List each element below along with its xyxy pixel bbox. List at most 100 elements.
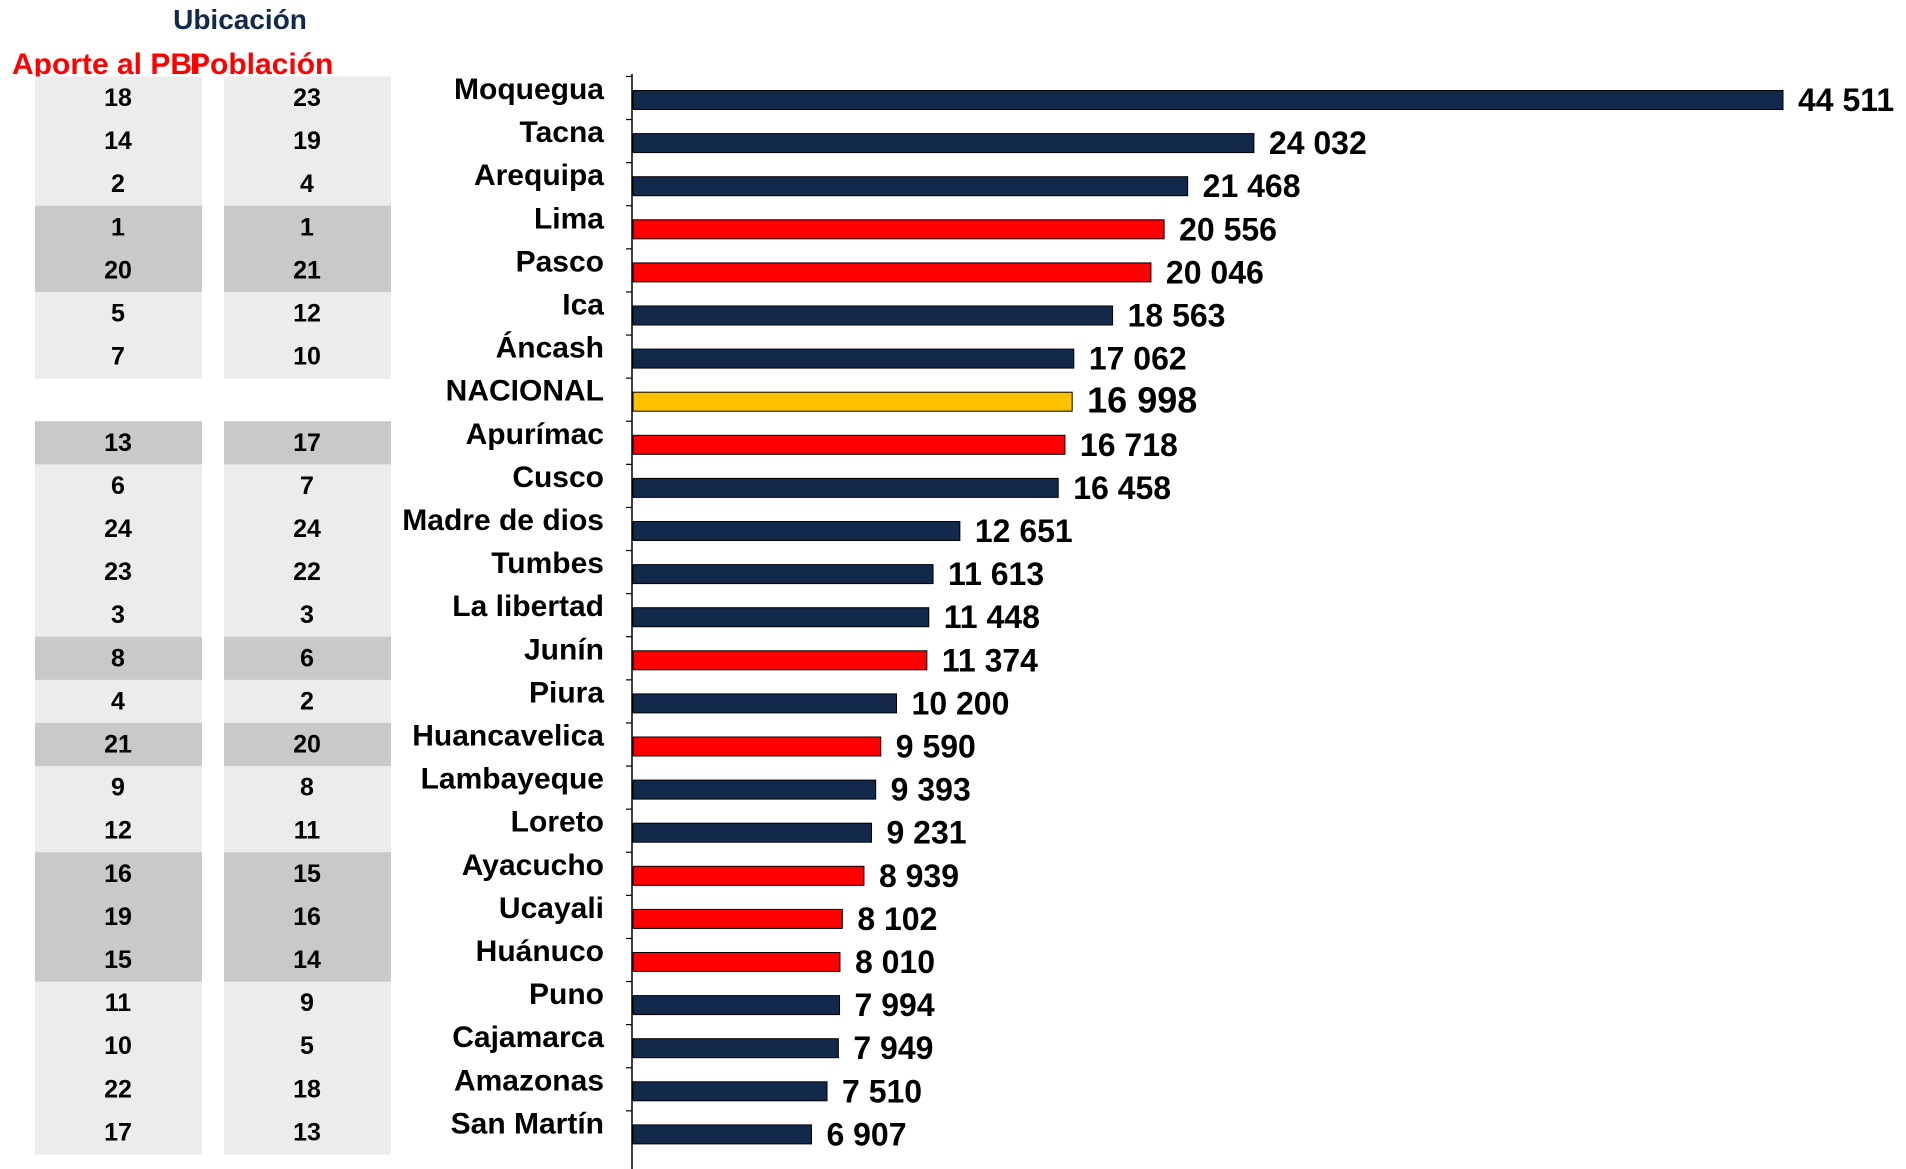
category-label: Áncash <box>496 331 604 365</box>
rank-pbi-cell <box>35 291 202 336</box>
category-label: La libertad <box>452 590 604 623</box>
rank-poblacion-cell <box>224 205 391 250</box>
rank-poblacion-cell <box>224 1024 391 1069</box>
bar <box>632 219 1165 240</box>
rank-pbi-value: 18 <box>104 84 132 112</box>
bar <box>632 176 1189 197</box>
category-label: Huancavelica <box>412 720 604 753</box>
bar <box>632 1124 812 1145</box>
bar <box>632 348 1075 369</box>
rank-pbi-cell <box>35 248 202 293</box>
value-label: 9 393 <box>891 772 971 808</box>
rank-pbi-value: 20 <box>104 256 132 284</box>
value-label: 11 448 <box>944 599 1040 635</box>
rank-pbi-value: 9 <box>111 774 125 802</box>
rank-pbi-value: 23 <box>104 558 132 586</box>
category-label: Cajamarca <box>452 1021 604 1054</box>
rank-pbi-value: 14 <box>104 127 132 155</box>
rank-pbi-value: 11 <box>105 989 132 1017</box>
rank-pbi-cell <box>35 507 202 552</box>
category-label: Piura <box>529 676 604 709</box>
rank-poblacion-value: 19 <box>293 127 321 155</box>
rank-pbi-value: 13 <box>104 429 132 457</box>
rank-poblacion-value: 18 <box>293 1075 321 1103</box>
rank-pbi-cell <box>35 679 202 724</box>
value-label: 8 939 <box>879 858 959 894</box>
category-label: Cusco <box>512 461 604 494</box>
value-label: 16 718 <box>1080 427 1178 463</box>
ubicacion-header: Ubicación <box>173 4 307 35</box>
value-label: 7 994 <box>855 987 935 1023</box>
category-label: Huánuco <box>476 935 604 968</box>
rank-poblacion-value: 17 <box>293 429 321 457</box>
rank-poblacion-cell <box>224 852 391 896</box>
rank-pbi-value: 10 <box>104 1032 132 1060</box>
bar <box>632 564 934 585</box>
value-label: 7 949 <box>853 1030 933 1066</box>
category-label: Loreto <box>511 806 604 839</box>
rank-poblacion-value: 11 <box>294 817 321 845</box>
category-label: Apurímac <box>466 418 604 451</box>
rank-pbi-cell <box>35 1110 202 1155</box>
rank-poblacion-value: 5 <box>300 1032 314 1060</box>
category-label: Ayacucho <box>462 849 604 882</box>
rank-pbi-value: 24 <box>104 515 132 543</box>
rank-pbi-value: 5 <box>111 300 125 328</box>
bar <box>632 521 961 541</box>
rank-poblacion-value: 7 <box>300 472 314 500</box>
rank-poblacion-cell <box>224 421 391 465</box>
rank-pbi-cell <box>35 938 202 983</box>
rank-poblacion-cell <box>224 981 391 1026</box>
bar <box>632 391 1073 412</box>
rank-poblacion-value: 15 <box>293 860 321 888</box>
rank-pbi-value: 19 <box>104 903 132 931</box>
rank-poblacion-value: 21 <box>293 256 321 284</box>
bar <box>632 822 872 843</box>
rank-pbi-value: 3 <box>111 601 125 629</box>
value-label: 9 590 <box>896 729 976 765</box>
value-label: 10 200 <box>912 685 1010 721</box>
category-label: Pasco <box>516 245 604 278</box>
category-label: Ucayali <box>499 892 604 925</box>
rank-pbi-cell <box>35 1067 202 1112</box>
value-label: 12 651 <box>975 513 1073 549</box>
value-label: 20 556 <box>1179 211 1277 247</box>
bar <box>632 736 882 757</box>
bar <box>632 90 1784 110</box>
value-label: 8 102 <box>857 901 937 937</box>
value-label: 16 998 <box>1087 380 1197 421</box>
category-label: Puno <box>529 978 604 1011</box>
rank-pbi-value: 21 <box>104 731 132 759</box>
value-label: 16 458 <box>1073 470 1171 506</box>
rank-poblacion-cell <box>224 464 391 509</box>
rank-poblacion-value: 10 <box>293 343 321 371</box>
rank-poblacion-cell <box>224 291 391 336</box>
category-label: Lima <box>534 202 604 235</box>
rank-pbi-cell <box>35 119 202 164</box>
rank-poblacion-value: 14 <box>293 946 321 974</box>
bar <box>632 650 928 671</box>
rank-poblacion-cell <box>224 550 391 595</box>
rank-pbi-value: 1 <box>111 213 125 241</box>
rank-poblacion-cell <box>224 1110 391 1155</box>
rank-poblacion-value: 9 <box>300 989 314 1017</box>
value-label: 11 374 <box>942 642 1038 678</box>
category-label: Madre de dios <box>402 504 604 537</box>
category-label: Lambayeque <box>421 763 604 796</box>
rank-poblacion-cell <box>224 895 391 940</box>
rank-poblacion-value: 24 <box>293 515 321 543</box>
rank-poblacion-cell <box>224 335 391 379</box>
rank-pbi-value: 12 <box>104 817 132 845</box>
rank-poblacion-value: 1 <box>300 213 314 241</box>
value-label: 20 046 <box>1166 254 1264 290</box>
rank-pbi-value: 8 <box>111 644 125 672</box>
rank-poblacion-cell <box>224 636 391 681</box>
category-label: Tumbes <box>491 547 604 580</box>
category-label: Ica <box>562 289 604 322</box>
rank-poblacion-value: 2 <box>300 687 314 715</box>
value-label: 7 510 <box>842 1073 922 1109</box>
rank-pbi-value: 16 <box>104 860 132 888</box>
category-label: Amazonas <box>454 1064 604 1097</box>
bar <box>632 1081 828 1102</box>
rank-pbi-cell <box>35 1024 202 1069</box>
